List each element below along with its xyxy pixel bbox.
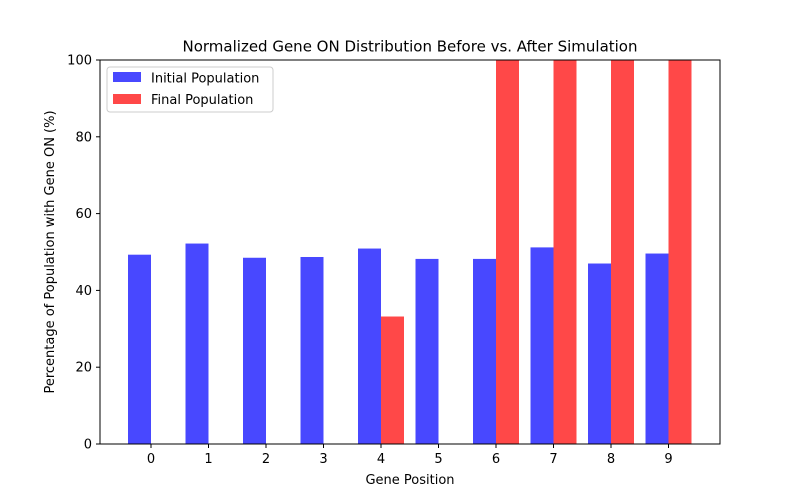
x-tick-label: 3 (319, 452, 327, 467)
bar-final-7 (553, 60, 577, 444)
bar-final-4 (381, 316, 404, 444)
y-axis: 0 20 40 60 80 100 (67, 54, 100, 453)
bar-final-9 (668, 60, 692, 444)
legend-label-final: Final Population (151, 93, 253, 108)
y-tick-label: 60 (75, 207, 92, 222)
x-tick-label: 1 (204, 452, 212, 467)
x-axis-label: Gene Position (365, 473, 454, 488)
bar-initial-6 (473, 258, 496, 444)
x-tick-label: 6 (492, 452, 500, 467)
x-axis: 0 1 2 3 4 5 6 7 8 9 (147, 444, 673, 467)
y-axis-label: Percentage of Population with Gene ON (%… (43, 110, 58, 393)
bar-initial-9 (645, 253, 669, 444)
x-tick-label: 5 (434, 452, 442, 467)
y-tick-label: 40 (75, 284, 92, 299)
bars (128, 60, 692, 444)
legend-frame (106, 66, 274, 113)
bar-initial-4 (358, 248, 381, 444)
x-tick-label: 8 (607, 452, 615, 467)
legend-swatch-final (113, 94, 141, 104)
bar-initial-8 (588, 263, 611, 444)
bar-initial-2 (243, 257, 266, 444)
bar-initial-5 (415, 258, 439, 444)
chart-title: Normalized Gene ON Distribution Before v… (183, 38, 638, 56)
x-tick-label: 4 (377, 452, 385, 467)
bar-final-6 (496, 60, 519, 444)
y-tick-label: 80 (75, 130, 92, 145)
legend-swatch-initial (113, 72, 141, 82)
bar-initial-7 (530, 247, 554, 444)
y-tick-label: 100 (67, 54, 92, 69)
x-tick-label: 2 (262, 452, 270, 467)
legend: Initial Population Final Population (106, 66, 274, 113)
plot-frame (99, 59, 721, 445)
x-tick-label: 9 (664, 452, 672, 467)
bar-initial-0 (128, 254, 151, 444)
y-tick-label: 0 (84, 438, 92, 453)
y-tick-label: 20 (75, 361, 92, 376)
bar-initial-3 (300, 256, 324, 444)
x-tick-label: 7 (549, 452, 557, 467)
legend-label-initial: Initial Population (151, 72, 259, 87)
x-tick-label: 0 (147, 452, 155, 467)
bar-final-8 (611, 60, 634, 444)
bar-initial-1 (185, 243, 209, 444)
